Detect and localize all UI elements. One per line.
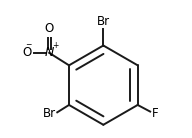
Text: −: − xyxy=(25,41,31,50)
Text: O: O xyxy=(22,46,31,59)
Text: O: O xyxy=(45,22,54,35)
Text: +: + xyxy=(52,41,59,50)
Text: Br: Br xyxy=(97,15,110,28)
Text: F: F xyxy=(152,107,158,120)
Text: Br: Br xyxy=(42,107,55,120)
Text: $N$: $N$ xyxy=(44,46,55,59)
